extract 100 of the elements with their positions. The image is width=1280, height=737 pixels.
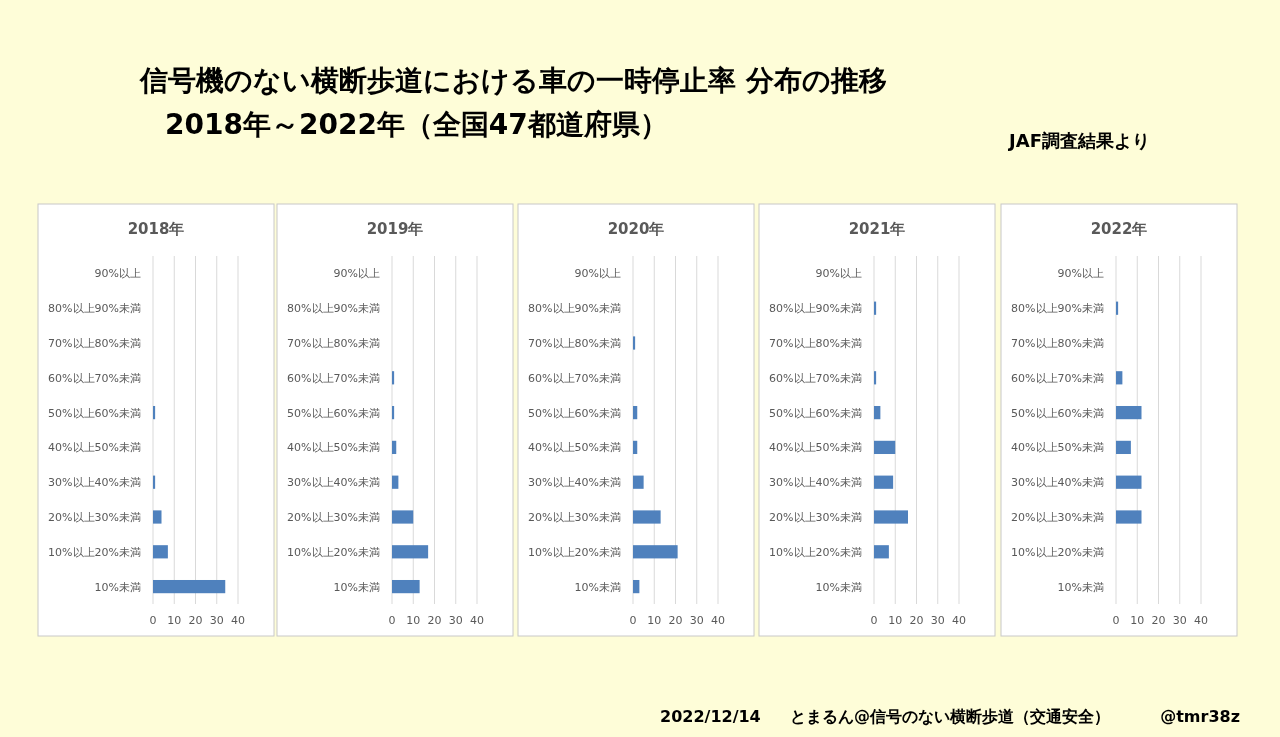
y-tick-label: 10%以上20%未満 (769, 545, 862, 559)
chart-title: 2020年 (607, 220, 665, 238)
bar (874, 301, 877, 315)
y-tick-label: 60%以上70%未満 (528, 371, 621, 385)
bar (1116, 371, 1123, 385)
x-tick-label: 40 (231, 614, 245, 627)
x-tick-label: 10 (647, 614, 662, 627)
y-tick-label: 40%以上50%未満 (287, 441, 380, 455)
bar (392, 475, 399, 489)
bar (1116, 440, 1131, 455)
y-tick-label: 90%以上 (333, 267, 380, 281)
x-tick-label: 40 (470, 614, 484, 627)
bar (633, 336, 636, 350)
x-tick-label: 0 (149, 614, 157, 627)
bar (874, 371, 877, 385)
bar (392, 440, 397, 455)
text: とまるん@信号のない横断歩道（交通安全） (790, 707, 1110, 726)
y-tick-label: 20%以上30%未満 (769, 511, 862, 524)
y-tick-label: 70%以上80%未満 (48, 337, 141, 350)
bar (874, 405, 881, 420)
y-tick-label: 50%以上60%未満 (287, 406, 380, 420)
y-tick-label: 70%以上80%未満 (769, 337, 862, 350)
bar (1116, 475, 1142, 489)
y-tick-label: 10%以上20%未満 (48, 545, 141, 559)
x-tick-label: 0 (870, 614, 878, 627)
bar (633, 510, 661, 524)
bar (874, 510, 908, 524)
y-tick-label: 10%未満 (1057, 580, 1104, 594)
x-tick-label: 10 (888, 614, 903, 627)
bar (153, 579, 226, 594)
y-tick-label: 10%未満 (333, 580, 380, 594)
bar (874, 475, 894, 489)
y-tick-label: 30%以上40%未満 (528, 476, 621, 490)
x-tick-label: 0 (1112, 614, 1120, 627)
bar (633, 475, 644, 489)
bar (392, 371, 395, 385)
y-tick-label: 60%以上70%未満 (769, 371, 862, 385)
y-tick-label: 60%以上70%未満 (287, 371, 380, 385)
y-tick-label: 50%以上60%未満 (769, 406, 862, 420)
chart-title: 2021年 (848, 220, 906, 238)
bar (633, 579, 640, 594)
bar (392, 545, 429, 559)
y-tick-label: 90%以上 (815, 267, 862, 281)
y-tick-label: 80%以上90%未満 (287, 302, 380, 316)
y-tick-label: 20%以上30%未満 (48, 511, 141, 524)
y-tick-label: 10%未満 (94, 580, 141, 594)
x-tick-label: 20 (668, 614, 683, 627)
bar (153, 510, 162, 524)
y-tick-label: 20%以上30%未満 (528, 511, 621, 524)
bar (633, 440, 638, 455)
bar (1116, 301, 1119, 315)
y-tick-label: 60%以上70%未満 (1011, 371, 1104, 385)
x-tick-label: 0 (629, 614, 637, 627)
x-tick-label: 40 (711, 614, 725, 627)
y-tick-label: 80%以上90%未満 (769, 302, 862, 316)
chart-title: 2018年 (127, 220, 185, 238)
bar (1116, 405, 1142, 420)
y-tick-label: 80%以上90%未満 (528, 302, 621, 316)
chart-title: 2022年 (1090, 220, 1148, 238)
text: 2022/12/14 (660, 707, 761, 726)
y-tick-label: 30%以上40%未満 (287, 476, 380, 490)
x-tick-label: 20 (1151, 614, 1166, 627)
bar (392, 510, 414, 524)
x-tick-label: 40 (1194, 614, 1208, 627)
y-tick-label: 10%未満 (574, 580, 621, 594)
x-tick-label: 0 (388, 614, 396, 627)
text: 信号機のない横断歩道における車の一時停止率 分布の推移 (139, 64, 887, 97)
y-tick-label: 20%以上30%未満 (1011, 511, 1104, 524)
y-tick-label: 10%以上20%未満 (1011, 545, 1104, 559)
y-tick-label: 70%以上80%未満 (528, 337, 621, 350)
y-tick-label: 50%以上60%未満 (1011, 406, 1104, 420)
x-tick-label: 10 (1130, 614, 1145, 627)
chart-title: 2019年 (366, 220, 424, 238)
y-tick-label: 70%以上80%未満 (1011, 337, 1104, 350)
y-tick-label: 60%以上70%未満 (48, 371, 141, 385)
x-tick-label: 10 (406, 614, 421, 627)
bar (153, 545, 168, 559)
text: @tmr38z (1160, 707, 1240, 726)
y-tick-label: 10%未満 (815, 580, 862, 594)
y-tick-label: 40%以上50%未満 (528, 441, 621, 455)
y-tick-label: 50%以上60%未満 (48, 406, 141, 420)
y-tick-label: 40%以上50%未満 (48, 441, 141, 455)
y-tick-label: 90%以上 (1057, 267, 1104, 281)
text: JAF調査結果より (1007, 130, 1150, 151)
y-tick-label: 40%以上50%未満 (769, 441, 862, 455)
y-tick-label: 20%以上30%未満 (287, 511, 380, 524)
x-tick-label: 30 (1172, 614, 1187, 627)
y-tick-label: 30%以上40%未満 (1011, 476, 1104, 490)
x-tick-label: 20 (188, 614, 203, 627)
bar (1116, 510, 1142, 524)
bar (392, 579, 420, 594)
bar (633, 545, 678, 559)
y-tick-label: 30%以上40%未満 (769, 476, 862, 490)
y-tick-label: 30%以上40%未満 (48, 476, 141, 490)
x-tick-label: 30 (689, 614, 704, 627)
x-tick-label: 40 (952, 614, 966, 627)
y-tick-label: 90%以上 (94, 267, 141, 281)
x-tick-label: 20 (909, 614, 924, 627)
bar (392, 405, 395, 420)
x-tick-label: 20 (427, 614, 442, 627)
